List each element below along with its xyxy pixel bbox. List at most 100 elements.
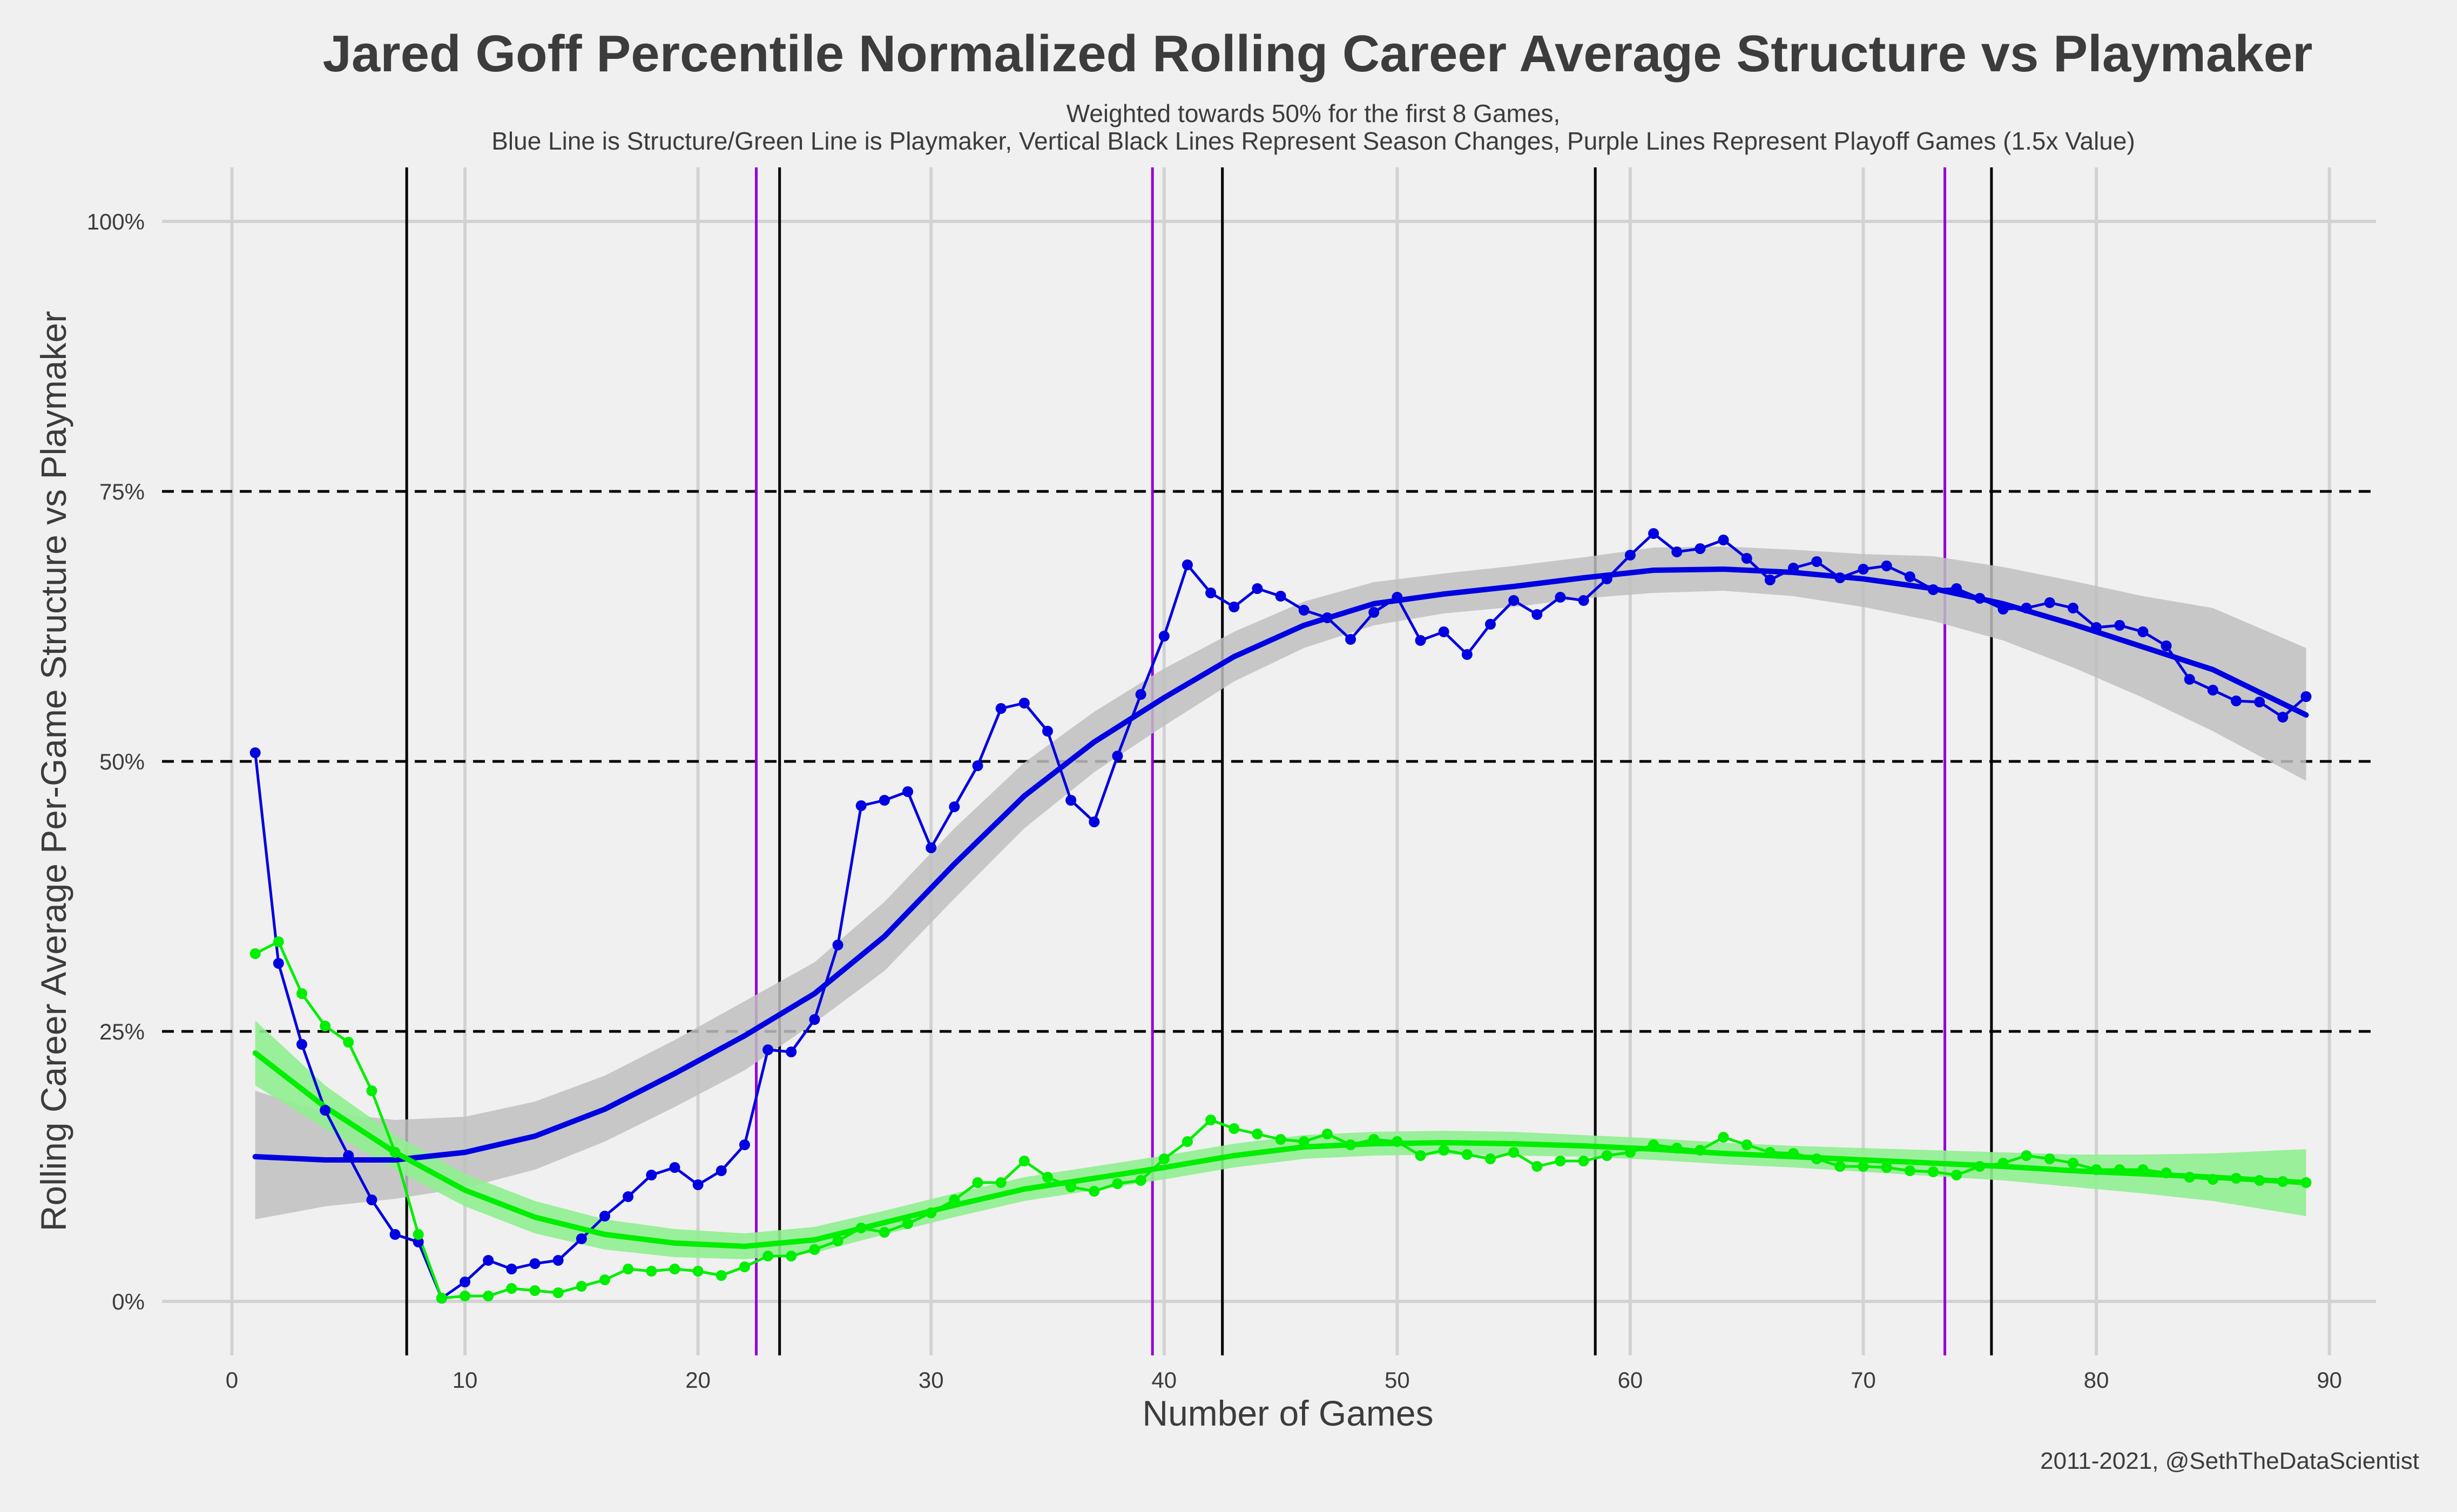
x-tick-label: 50 — [1385, 1367, 1410, 1393]
structure-point — [2091, 622, 2102, 633]
y-axis-label: Rolling Career Average Per-Game Structur… — [33, 311, 73, 1231]
playmaker-point — [1881, 1162, 1892, 1173]
structure-point — [1065, 795, 1077, 806]
structure-point — [552, 1255, 564, 1266]
playmaker-point — [1228, 1123, 1240, 1134]
structure-point — [1042, 726, 1053, 737]
smooth-lines — [252, 566, 2309, 1249]
structure-point — [1951, 583, 1962, 594]
playmaker-point — [762, 1251, 774, 1261]
playmaker-point — [413, 1229, 424, 1240]
structure-point — [879, 795, 890, 806]
playmaker-point — [623, 1264, 634, 1274]
data-points — [249, 528, 2312, 1304]
playmaker-point — [1252, 1129, 1263, 1139]
playmaker-point — [1578, 1156, 1589, 1166]
structure-point — [995, 703, 1007, 714]
structure-point — [1345, 634, 1356, 645]
playmaker-point — [1368, 1134, 1380, 1145]
structure-smooth-line — [252, 566, 2309, 1163]
structure-point — [529, 1258, 541, 1269]
structure-point — [716, 1165, 727, 1176]
playmaker-point — [576, 1281, 587, 1292]
structure-point — [1811, 556, 1823, 567]
chart-title: Jared Goff Percentile Normalized Rolling… — [323, 25, 2313, 83]
playmaker-point — [692, 1266, 704, 1277]
playmaker-point — [1392, 1136, 1403, 1147]
structure-point — [1018, 698, 1030, 708]
y-tick-label: 75% — [99, 479, 145, 504]
playmaker-point — [1018, 1156, 1030, 1166]
playmaker-point — [389, 1147, 401, 1158]
structure-point — [320, 1105, 331, 1116]
playmaker-point — [1811, 1153, 1823, 1164]
structure-point — [762, 1044, 774, 1055]
playmaker-point — [273, 936, 284, 947]
playmaker-point — [1182, 1136, 1193, 1147]
x-tick-label: 0 — [226, 1367, 238, 1393]
structure-point — [1741, 553, 1752, 564]
playmaker-point — [832, 1236, 843, 1246]
playmaker-point — [1951, 1170, 1962, 1180]
playmaker-point — [1112, 1178, 1123, 1189]
structure-point — [669, 1162, 680, 1173]
structure-point — [1252, 583, 1263, 594]
structure-point — [2114, 620, 2125, 631]
structure-point — [1182, 559, 1193, 570]
y-tick-label: 50% — [99, 749, 145, 774]
x-tick-label: 10 — [453, 1367, 478, 1393]
playmaker-point — [669, 1264, 680, 1274]
structure-point — [2137, 626, 2149, 637]
structure-point — [855, 800, 867, 811]
tick-labels: 0 10 20 30 40 50 60 70 80 90 0% 25% 50% 75% 100% — [87, 209, 2342, 1393]
structure-point — [786, 1047, 797, 1057]
playmaker-point — [1485, 1153, 1496, 1164]
playmaker-point — [2231, 1173, 2242, 1184]
playmaker-point — [1695, 1145, 1706, 1156]
structure-point — [1158, 631, 1170, 642]
playmaker-point — [1601, 1150, 1612, 1161]
playmaker-point — [809, 1244, 820, 1255]
playmaker-point — [1997, 1158, 2009, 1169]
playmaker-point — [926, 1207, 937, 1218]
structure-point — [1415, 635, 1426, 646]
playmaker-point — [2277, 1176, 2289, 1187]
playmaker-point — [1555, 1156, 1566, 1166]
structure-point — [249, 747, 261, 758]
structure-point — [1531, 609, 1543, 620]
structure-point — [1321, 612, 1333, 623]
chart-subtitle-line-2: Blue Line is Structure/Green Line is Pla… — [491, 127, 2135, 155]
structure-point — [2161, 640, 2172, 651]
x-tick-label: 30 — [919, 1367, 944, 1393]
playmaker-point — [506, 1283, 517, 1294]
structure-point — [1228, 602, 1240, 612]
structure-point — [1974, 593, 1986, 604]
playmaker-point — [1065, 1182, 1077, 1192]
playmaker-point — [879, 1227, 890, 1238]
structure-point — [1089, 816, 1100, 827]
x-tick-label: 90 — [2317, 1367, 2342, 1393]
playmaker-point — [2114, 1164, 2125, 1175]
playmaker-smooth-line — [252, 1050, 2309, 1249]
structure-point — [2254, 697, 2265, 707]
structure-point — [2300, 691, 2312, 702]
playmaker-point — [599, 1274, 610, 1285]
structure-point — [1928, 584, 1939, 595]
playmaker-point — [460, 1291, 471, 1301]
structure-point — [972, 760, 983, 771]
playmaker-point — [855, 1223, 867, 1233]
playmaker-point — [1788, 1148, 1799, 1159]
playmaker-point — [1834, 1161, 1846, 1172]
playmaker-point — [1718, 1132, 1729, 1143]
structure-point — [692, 1179, 704, 1190]
structure-point — [1718, 535, 1729, 545]
structure-point — [1555, 592, 1566, 603]
y-tick-label: 100% — [87, 209, 145, 234]
structure-point — [902, 786, 914, 797]
playmaker-point — [436, 1293, 447, 1304]
playmaker-point — [2161, 1167, 2172, 1178]
playmaker-point — [1298, 1136, 1310, 1147]
structure-point — [2231, 696, 2242, 706]
playmaker-point — [1135, 1175, 1146, 1186]
structure-point — [2021, 603, 2032, 613]
